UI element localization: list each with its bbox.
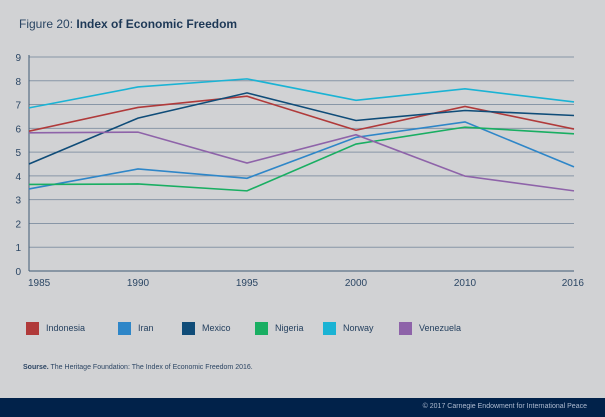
- source-label: Sourse.: [23, 364, 49, 371]
- series-line-indonesia: [28, 95, 575, 132]
- gridlines: [29, 56, 574, 248]
- series-line-iran: [28, 121, 575, 190]
- y-tick-label: 0: [15, 267, 21, 278]
- legend-label: Iran: [138, 323, 154, 333]
- y-tick-label: 2: [15, 219, 21, 230]
- legend-item-venezuela: Venezuela: [399, 321, 461, 335]
- legend-label: Mexico: [202, 323, 231, 333]
- series-line-venezuela: [28, 131, 575, 192]
- series-lines: [28, 78, 575, 192]
- legend-swatch: [26, 321, 39, 335]
- legend-item-indonesia: Indonesia: [26, 321, 85, 335]
- legend-label: Nigeria: [275, 323, 304, 333]
- legend: Indonesia Iran Mexico Nigeria Norway Venezuel…: [26, 321, 586, 337]
- y-tick-label: 5: [15, 148, 21, 159]
- y-tick-label: 1: [15, 243, 21, 254]
- x-tick-label: 1995: [236, 278, 259, 289]
- figure-title: Figure 20: Index of Economic Freedom: [19, 17, 237, 31]
- figure-number: Figure 20:: [19, 17, 77, 31]
- legend-item-iran: Iran: [118, 321, 154, 335]
- legend-swatch: [182, 321, 195, 335]
- y-tick-label: 4: [15, 172, 21, 183]
- x-axis-ticks: 1985 1990 1995 2000 2010 2016: [28, 278, 584, 289]
- legend-label: Norway: [343, 323, 374, 333]
- y-tick-label: 3: [15, 196, 21, 207]
- chart-title: Index of Economic Freedom: [76, 17, 238, 31]
- source-note: Sourse. The Heritage Foundation: The Ind…: [23, 364, 253, 371]
- x-tick-label: 2016: [562, 278, 585, 289]
- legend-item-mexico: Mexico: [182, 321, 231, 335]
- series-line-mexico: [28, 92, 575, 165]
- axes: [28, 55, 574, 272]
- legend-swatch: [118, 321, 131, 335]
- series-line-nigeria: [28, 126, 575, 192]
- x-tick-label: 2000: [345, 278, 368, 289]
- y-tick-label: 8: [15, 77, 21, 88]
- x-tick-label: 1985: [28, 278, 51, 289]
- y-tick-label: 9: [15, 53, 21, 64]
- y-tick-label: 6: [15, 124, 21, 135]
- legend-item-norway: Norway: [323, 321, 374, 335]
- series-line-norway: [28, 78, 575, 109]
- source-text: The Heritage Foundation: The Index of Ec…: [48, 364, 253, 371]
- line-chart: 0 1 2 3 4 5 6 7 8 9 1985 1990 1995 2000 2010 2016: [15, 53, 584, 289]
- legend-swatch: [255, 321, 268, 335]
- copyright-text: © 2017 Carnegie Endowment for Internatio…: [422, 403, 587, 410]
- footer-bar: © 2017 Carnegie Endowment for Internatio…: [0, 398, 605, 417]
- x-tick-label: 2010: [454, 278, 477, 289]
- y-axis-ticks: 0 1 2 3 4 5 6 7 8 9: [15, 53, 21, 278]
- legend-swatch: [323, 321, 336, 335]
- legend-item-nigeria: Nigeria: [255, 321, 304, 335]
- y-tick-label: 7: [15, 101, 21, 112]
- legend-swatch: [399, 321, 412, 335]
- legend-label: Venezuela: [419, 323, 462, 333]
- legend-label: Indonesia: [46, 323, 86, 333]
- x-tick-label: 1990: [127, 278, 150, 289]
